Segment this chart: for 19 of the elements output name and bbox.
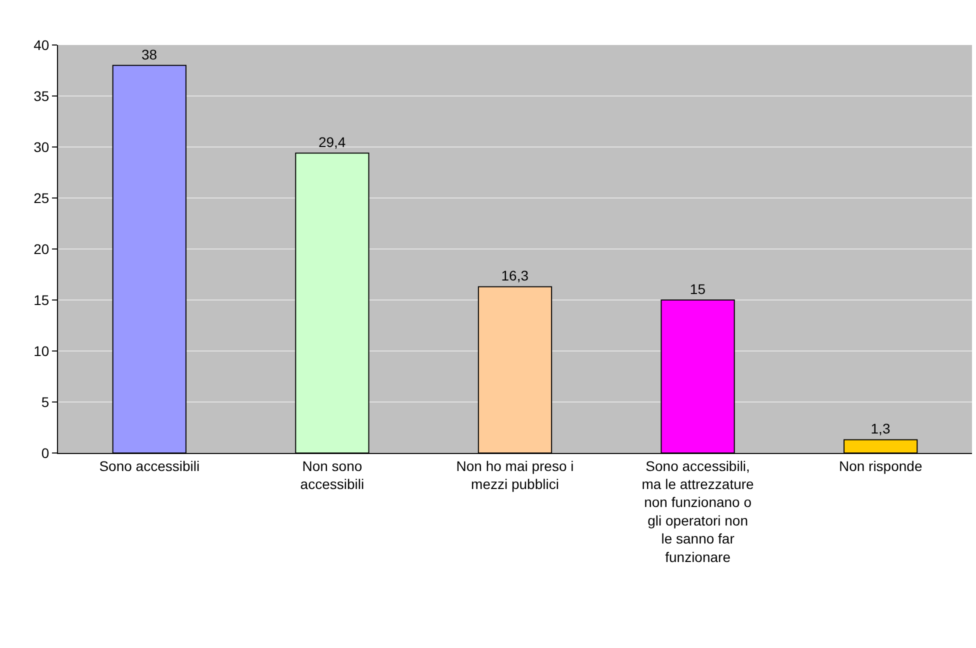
y-tick-label: 35 xyxy=(34,88,50,104)
data-label: 38 xyxy=(142,46,158,62)
y-tick-label: 0 xyxy=(41,444,50,461)
y-tick-label: 40 xyxy=(34,36,50,53)
y-tick-label: 30 xyxy=(34,138,50,155)
y-tick-label: 15 xyxy=(34,292,50,308)
data-label: 16,3 xyxy=(501,268,529,284)
data-label: 29,4 xyxy=(318,134,346,150)
x-tick-label: Non ho mai preso i mezzi pubblici xyxy=(456,458,574,492)
x-tick-label: Non sono accessibili xyxy=(300,458,364,492)
data-label: 1,3 xyxy=(870,420,890,437)
x-tick-label: Sono accessibili xyxy=(99,458,200,474)
x-tick-label: Sono accessibili, ma le attrezzature non funzionano o gli operatori non le sanno far funzionare xyxy=(642,458,754,565)
y-tick-label: 5 xyxy=(41,394,50,410)
data-label: 15 xyxy=(690,281,706,297)
y-tick-label: 10 xyxy=(34,342,50,359)
y-tick-label: 20 xyxy=(34,240,50,257)
y-tick-label: 25 xyxy=(34,190,50,206)
x-tick-label: Non risponde xyxy=(838,458,922,474)
